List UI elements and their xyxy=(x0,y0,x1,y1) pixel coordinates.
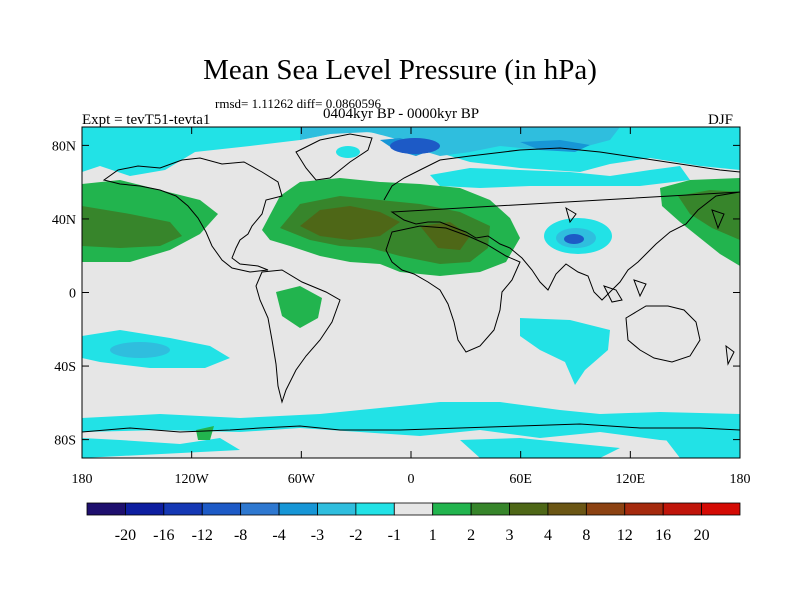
colorbar-label: 2 xyxy=(467,527,475,544)
colorbar-label: 16 xyxy=(655,527,671,544)
positive-region-north-pacific-core xyxy=(82,206,182,248)
season-label: DJF xyxy=(708,112,734,128)
colorbar-swatch xyxy=(317,502,357,516)
x-tick-label: 60W xyxy=(288,472,316,487)
colorbar-label: -20 xyxy=(115,527,136,544)
experiment-label: Expt = tevT51-tevta1 xyxy=(82,112,211,128)
colorbar-label: -1 xyxy=(388,527,401,544)
coast-antarctica xyxy=(82,423,740,433)
colorbar-swatch xyxy=(547,502,587,516)
colorbar-label: -3 xyxy=(311,527,324,544)
negative-region-tibet-core xyxy=(564,234,584,244)
x-tick-label: 180 xyxy=(730,472,751,487)
colorbar-swatch xyxy=(585,502,626,516)
coast-islands xyxy=(565,206,735,366)
colorbar-swatch xyxy=(624,502,664,516)
anomaly-field xyxy=(82,127,740,458)
x-tick-label: 120W xyxy=(175,472,210,487)
colorbar-swatch xyxy=(86,502,126,516)
colorbar-label: -12 xyxy=(192,527,213,544)
positive-region-west-pacific-core xyxy=(678,190,740,240)
negative-region-indian-ocean xyxy=(520,318,610,385)
colorbar-swatch xyxy=(278,502,318,516)
colorbar-swatch xyxy=(701,502,741,516)
colorbar-swatch xyxy=(470,502,510,516)
x-tick-label: 60E xyxy=(509,472,532,487)
x-tick-label: 120E xyxy=(616,472,646,487)
colorbar-swatch xyxy=(125,502,165,516)
colorbar-swatch xyxy=(393,502,434,516)
colorbar-label: -4 xyxy=(272,527,285,544)
y-tick-label: 80S xyxy=(54,434,76,449)
colorbar-swatch xyxy=(432,502,472,516)
coast-south-america xyxy=(255,269,341,404)
positive-region-sahara-core xyxy=(300,206,470,250)
colorbar-label: 4 xyxy=(544,527,552,544)
coast-africa xyxy=(385,225,521,353)
x-tick-label: 180 xyxy=(72,472,93,487)
colorbar-label: -16 xyxy=(153,527,174,544)
period-text: 0404kyr BP - 0000kyr BP xyxy=(323,106,480,122)
colorbar: -20 -16 -12 -8 -4 -3 -2 -1 1 2 3 4 8 12 16 20 xyxy=(86,502,741,544)
colorbar-swatch xyxy=(240,502,280,516)
negative-region-south-pacific-core xyxy=(110,342,170,358)
colorbar-swatch xyxy=(355,502,395,516)
negative-region-eurasia xyxy=(430,166,690,188)
colorbar-swatch xyxy=(201,502,242,516)
colorbar-label: -2 xyxy=(349,527,362,544)
negative-region-southern-band xyxy=(82,402,740,446)
axes: 180 120W 60W 0 60E 120E 180 80N 40N 0 40S 80S xyxy=(52,127,751,487)
y-tick-label: 40N xyxy=(52,213,76,228)
positive-region-south-america xyxy=(276,286,322,328)
y-tick-label: 0 xyxy=(69,287,76,302)
y-tick-label: 80N xyxy=(52,139,76,154)
colorbar-label: 20 xyxy=(694,527,710,544)
colorbar-label: 8 xyxy=(582,527,590,544)
colorbar-swatch xyxy=(163,502,203,516)
coast-greenland xyxy=(295,133,373,181)
negative-region-antarctic xyxy=(82,426,740,458)
negative-region-barents xyxy=(380,138,590,156)
chart-title: Mean Sea Level Pressure (in hPa) xyxy=(203,54,597,86)
colorbar-label: 1 xyxy=(429,527,437,544)
colorbar-swatch xyxy=(662,502,702,516)
colorbar-swatch xyxy=(509,502,549,516)
colorbar-label: 12 xyxy=(617,527,633,544)
colorbar-label: 3 xyxy=(506,527,514,544)
negative-region-nordic xyxy=(336,146,360,158)
stats-text: rmsd= 1.11262 diff= 0.0860596 xyxy=(215,96,381,111)
y-tick-label: 40S xyxy=(54,360,76,375)
coast-australia xyxy=(625,305,701,363)
coastlines xyxy=(82,133,740,433)
coast-eurasia xyxy=(383,147,740,301)
coast-north-america xyxy=(102,157,283,273)
negative-region-siberia xyxy=(390,138,440,154)
colorbar-label: -8 xyxy=(234,527,247,544)
x-tick-label: 0 xyxy=(408,472,415,487)
positive-region-small xyxy=(196,426,214,440)
